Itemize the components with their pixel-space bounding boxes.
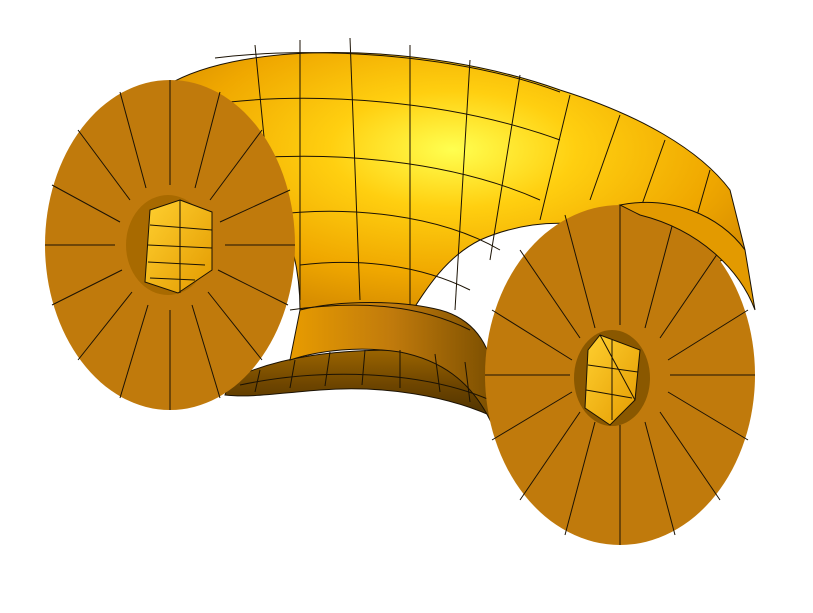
right-end-cap bbox=[485, 205, 755, 545]
right-side-band bbox=[618, 201, 756, 311]
right-side-surface bbox=[618, 201, 756, 311]
tube-underside-gridlines bbox=[239, 349, 491, 403]
left-end-cap bbox=[45, 80, 295, 410]
